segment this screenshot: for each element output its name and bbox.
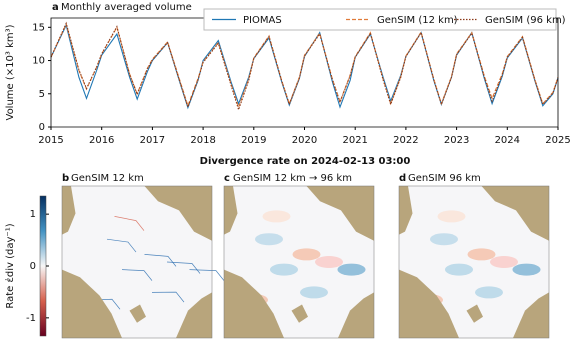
map-land (513, 292, 549, 338)
map-land (338, 292, 374, 338)
map-feature (337, 263, 366, 276)
x-tick-label: 2020 (292, 135, 317, 146)
panel-title: GenSIM 12 km (71, 173, 144, 184)
colorbar-label: Rate ε̇div (day⁻¹) (4, 223, 16, 308)
map-feature (255, 233, 283, 246)
map-land (224, 269, 284, 338)
panel-title: GenSIM 12 km → 96 km (233, 173, 352, 184)
map-land (176, 292, 212, 338)
map-feature (490, 256, 518, 268)
x-tick-label: 2018 (190, 135, 215, 146)
map-feature (475, 286, 503, 299)
legend-label: PIOMAS (243, 15, 282, 26)
map-feature (445, 263, 473, 276)
map-feature (270, 263, 298, 276)
map-feature (189, 269, 225, 281)
map-land (129, 304, 146, 323)
map-feature (300, 286, 328, 299)
y-tick-label: 15 (32, 22, 45, 33)
y-tick-label: 5 (39, 89, 45, 100)
map-title: Divergence rate on 2024-02-13 03:00 (200, 156, 411, 167)
map-land (62, 269, 122, 338)
series-line (50, 21, 559, 112)
panel-title: GenSIM 96 km (408, 173, 481, 184)
map-land (481, 186, 549, 241)
y-axis-label: Volume (×10³ km³) (5, 24, 16, 120)
map-feature (144, 254, 177, 267)
colorbar (39, 195, 47, 337)
map-feature (437, 210, 466, 223)
map-feature (114, 216, 145, 231)
x-tick-label: 2019 (241, 135, 266, 146)
legend-label: GenSIM (96 km) (485, 15, 566, 26)
map-frame (223, 185, 375, 339)
map-land (144, 186, 212, 241)
map-feature (512, 263, 541, 276)
series-line (50, 22, 559, 109)
panel-label: a (52, 2, 59, 13)
x-tick-label: 2024 (495, 135, 520, 146)
x-tick-label: 2023 (444, 135, 469, 146)
x-tick-label: 2016 (89, 135, 114, 146)
panel-label: b (62, 173, 69, 184)
map-feature (292, 248, 321, 261)
map-feature (106, 238, 137, 253)
x-tick-label: 2025 (545, 135, 570, 146)
y-tick-label: 0 (39, 122, 45, 133)
map-panel (398, 185, 550, 339)
map-land (466, 304, 483, 323)
map-land (224, 186, 238, 235)
map-land (399, 269, 459, 338)
map-feature (151, 291, 185, 303)
y-tick-label: 10 (32, 56, 45, 67)
map-frame (398, 185, 550, 339)
map-feature (430, 233, 458, 246)
map-panel (61, 185, 225, 339)
map-feature (262, 210, 291, 223)
colorbar-tick-label: 0 (30, 261, 36, 272)
map-frame (61, 185, 213, 339)
map-land (399, 186, 413, 235)
x-tick-label: 2021 (342, 135, 367, 146)
map-panel (223, 185, 375, 339)
legend-label: GenSIM (12 km) (377, 15, 458, 26)
axes (50, 17, 559, 128)
x-tick-label: 2015 (38, 135, 63, 146)
chart-title: Monthly averaged volume (61, 2, 192, 13)
colorbar-tick-label: -1 (26, 313, 36, 324)
panel-label: d (399, 173, 406, 184)
map-land (62, 186, 76, 235)
map-feature (315, 256, 343, 268)
colorbar-tick-label: 1 (30, 209, 36, 220)
map-land (291, 304, 308, 323)
x-tick-label: 2017 (140, 135, 165, 146)
legend-box (203, 8, 557, 31)
map-feature (467, 248, 496, 261)
map-land (306, 186, 374, 241)
map-feature (121, 269, 153, 281)
panel-label: c (224, 173, 230, 184)
x-tick-label: 2022 (393, 135, 418, 146)
